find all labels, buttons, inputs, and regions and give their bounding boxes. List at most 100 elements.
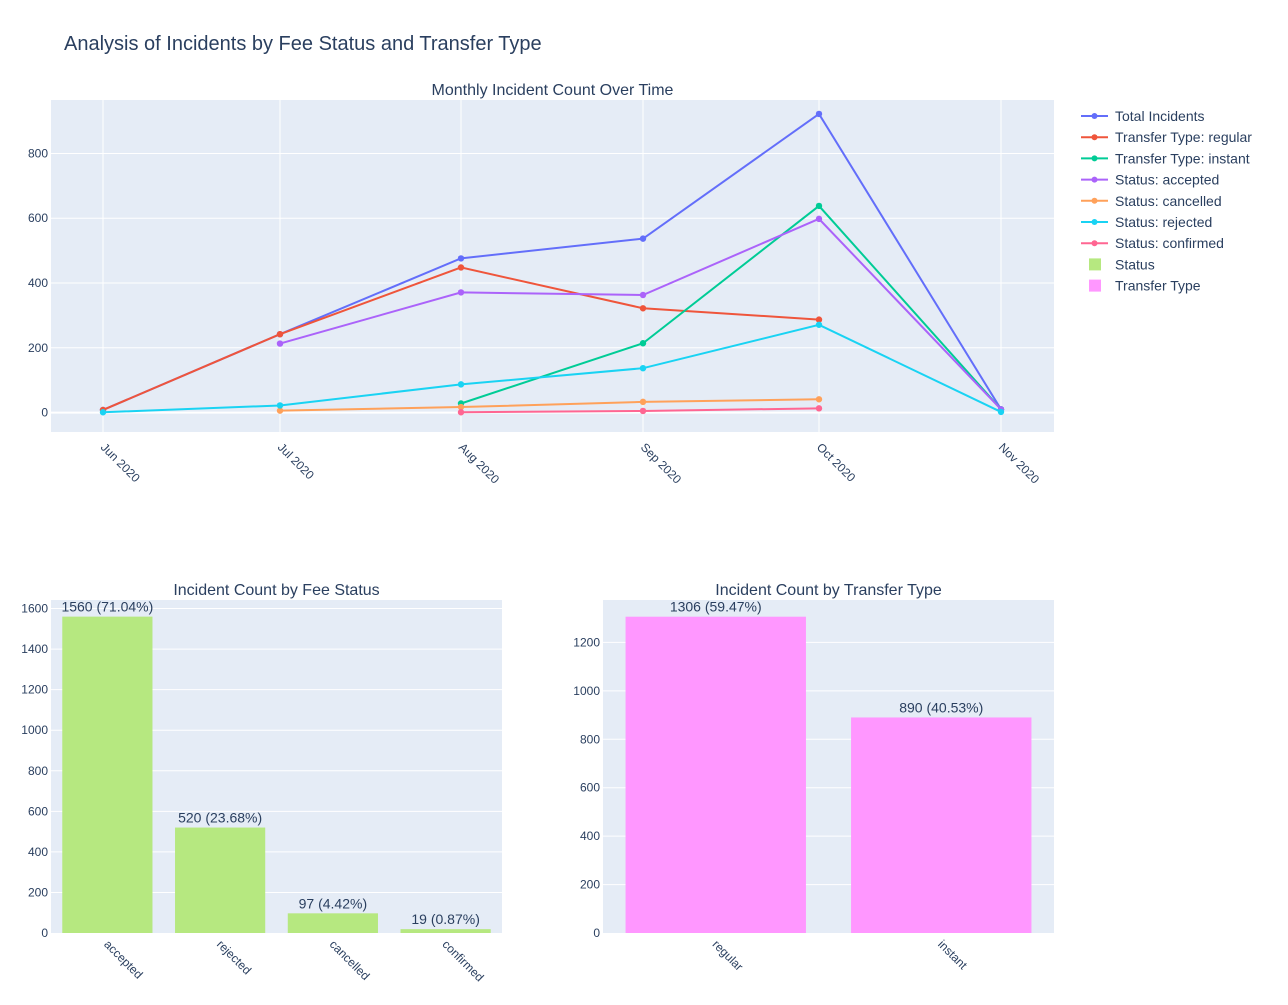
y-tick-label: 800: [580, 732, 600, 746]
legend-label: Status: rejected: [1115, 214, 1212, 230]
y-tick-label: 400: [28, 276, 48, 290]
legend-marker: [1091, 219, 1098, 225]
data-point[interactable]: [815, 316, 823, 323]
bar-confirmed[interactable]: [400, 929, 491, 933]
bar-accepted[interactable]: [62, 616, 153, 933]
data-point[interactable]: [99, 409, 107, 416]
y-tick-label: 600: [28, 804, 48, 818]
subplot-title: Incident Count by Fee Status: [173, 582, 379, 599]
x-tick-label: Nov 2020: [996, 440, 1042, 486]
legend-marker: [1091, 113, 1098, 119]
bar-rejected[interactable]: [175, 827, 266, 933]
data-point[interactable]: [639, 407, 647, 415]
bar-chart-fee-status: 0 200 400 600 800 1000 1200 1400 1600 1560 (71.04…: [21, 582, 502, 984]
y-tick-label: 1600: [21, 602, 48, 616]
y-tick-label: 1000: [21, 723, 48, 737]
subplot-title: Monthly Incident Count Over Time: [432, 82, 674, 99]
figure-title: Analysis of Incidents by Fee Status and …: [64, 33, 542, 55]
legend-item[interactable]: Status: confirmed: [1081, 235, 1224, 251]
bar-data-label: 520 (23.68%): [178, 810, 262, 826]
x-tick-label: Oct 2020: [814, 440, 859, 485]
data-point[interactable]: [457, 264, 465, 271]
data-point[interactable]: [815, 396, 823, 403]
legend-marker: [1091, 134, 1098, 141]
legend-label: Status: accepted: [1115, 172, 1219, 188]
x-tick-label: instant: [935, 937, 970, 972]
data-point[interactable]: [276, 407, 284, 414]
legend[interactable]: Total Incidents Transfer Type: regular Tra…: [1081, 108, 1252, 294]
x-tick-label: accepted: [101, 937, 145, 981]
line-chart-monthly-incidents: 0 200 400 600 800 Jun 2020 Jul 2020 Aug 2020 Sep…: [28, 82, 1054, 487]
legend-item[interactable]: Transfer Type: regular: [1081, 129, 1252, 145]
data-point[interactable]: [457, 381, 465, 388]
y-tick-label: 1200: [573, 635, 600, 649]
x-tick-label: regular: [710, 937, 746, 973]
legend-label: Status: confirmed: [1115, 235, 1224, 251]
bar-chart-transfer-type: 0 200 400 600 800 1000 1200 1306 (59.47%) regula…: [573, 582, 1054, 974]
legend-item[interactable]: Status: accepted: [1081, 172, 1219, 188]
data-point[interactable]: [457, 409, 465, 416]
data-point[interactable]: [639, 235, 647, 242]
x-tick-label: confirmed: [440, 937, 487, 984]
legend-item[interactable]: Transfer Type: [1089, 278, 1201, 294]
legend-label: Status: cancelled: [1115, 193, 1222, 209]
data-point[interactable]: [639, 364, 647, 372]
series-path: [460, 204, 1002, 410]
data-point[interactable]: [276, 402, 284, 409]
series-path: [102, 323, 1002, 414]
data-point[interactable]: [815, 202, 823, 210]
bar-regular[interactable]: [625, 616, 806, 933]
data-point[interactable]: [639, 398, 647, 406]
legend-label: Transfer Type: regular: [1115, 129, 1252, 145]
data-point[interactable]: [457, 403, 465, 411]
x-tick-label: rejected: [214, 937, 254, 977]
bar-data-label: 1560 (71.04%): [61, 599, 153, 615]
legend-item[interactable]: Total Incidents: [1081, 108, 1205, 124]
data-point[interactable]: [639, 291, 647, 299]
y-tick-label: 200: [28, 885, 48, 899]
bar-data-label: 97 (4.42%): [299, 895, 367, 911]
data-point[interactable]: [997, 408, 1005, 416]
bar-cancelled[interactable]: [287, 913, 378, 933]
y-tick-label: 0: [41, 406, 48, 420]
x-tick-label: cancelled: [327, 937, 373, 983]
y-tick-label: 200: [28, 341, 48, 355]
legend-item[interactable]: Status: rejected: [1081, 214, 1212, 230]
legend-label: Transfer Type: [1115, 278, 1201, 294]
series-line[interactable]: [457, 405, 823, 416]
bar-instant[interactable]: [851, 717, 1032, 933]
legend-item[interactable]: Transfer Type: instant: [1081, 150, 1250, 166]
legend-label: Total Incidents: [1115, 108, 1205, 124]
series-line[interactable]: [99, 321, 1005, 416]
y-tick-label: 800: [28, 146, 48, 160]
legend-marker: [1091, 197, 1098, 204]
data-point[interactable]: [815, 215, 823, 223]
legend-bar-swatch: [1089, 279, 1101, 292]
y-tick-label: 400: [28, 845, 48, 859]
bar-data-label: 19 (0.87%): [411, 911, 479, 927]
bar-data-label: 1306 (59.47%): [670, 599, 762, 615]
data-point[interactable]: [276, 340, 284, 347]
y-tick-label: 0: [593, 926, 600, 940]
data-point[interactable]: [276, 330, 284, 338]
x-tick-label: Jul 2020: [275, 440, 317, 482]
x-tick-label: Aug 2020: [456, 440, 502, 486]
legend-item[interactable]: Status: cancelled: [1081, 193, 1222, 209]
data-point[interactable]: [815, 321, 823, 328]
x-tick-label: Jun 2020: [98, 440, 143, 485]
y-tick-label: 1400: [21, 642, 48, 656]
plot-area: [51, 100, 1054, 432]
data-point[interactable]: [457, 255, 465, 262]
data-point[interactable]: [639, 305, 647, 312]
series-path: [279, 398, 820, 412]
data-point[interactable]: [457, 289, 465, 296]
data-point[interactable]: [639, 340, 647, 347]
series-line[interactable]: [276, 396, 823, 414]
legend-item[interactable]: Status: [1089, 256, 1155, 272]
data-point[interactable]: [815, 110, 823, 118]
legend-label: Status: [1115, 256, 1155, 272]
data-point[interactable]: [815, 405, 823, 412]
y-tick-label: 1200: [21, 683, 48, 697]
legend-bar-swatch: [1089, 258, 1101, 271]
